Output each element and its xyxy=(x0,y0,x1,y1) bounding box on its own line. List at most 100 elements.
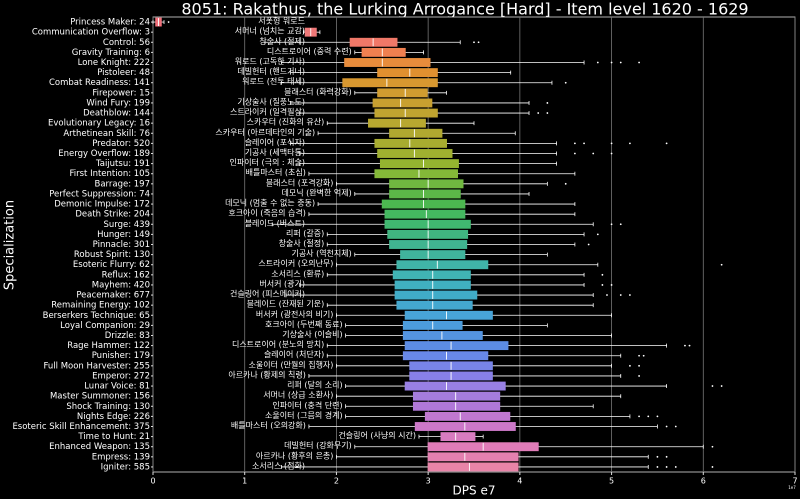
chart-title: 8051: Rakathus, the Lurking Arrogance [H… xyxy=(181,0,748,19)
outlier xyxy=(601,273,604,276)
box xyxy=(372,98,433,108)
box xyxy=(384,219,471,229)
annotation: 버서커 (광전사의 비기) xyxy=(256,309,334,319)
y-tick-label: Enhanced Weapon: 135 xyxy=(49,442,150,452)
outlier xyxy=(638,415,640,418)
annotation: 건슬링어 (사냥의 시간) xyxy=(338,430,416,440)
annotation: 호크아이 (두번째 동료) xyxy=(265,319,343,329)
y-tick-label: Peacemaker: 677 xyxy=(76,291,150,301)
y-tick-label: Firepower: 15 xyxy=(92,88,150,98)
offset-text: 1e7 xyxy=(788,485,796,490)
y-tick-label: Empress: 139 xyxy=(92,452,150,462)
outlier xyxy=(564,81,567,84)
box xyxy=(427,462,519,472)
y-tick-label: Demonic Impulse: 172 xyxy=(54,200,150,210)
outlier xyxy=(638,375,640,377)
box xyxy=(424,411,511,421)
y-tick-label: Robust Spirit: 130 xyxy=(74,250,150,260)
annotation: 기공사 (세맥타통) xyxy=(245,147,305,157)
annotation: 소울이터 (그믐의 경계) xyxy=(265,410,343,420)
annotation: 스카우터 (아르데타인의 기술) xyxy=(215,127,315,137)
outlier xyxy=(610,284,613,286)
y-tick-label: Deathblow: 144 xyxy=(83,109,150,119)
annotation: 리퍼 (갈증) xyxy=(286,229,324,238)
annotation: 블래스터 (포격강화) xyxy=(266,177,334,187)
annotation: 창술사 (절정) xyxy=(279,238,325,248)
y-tick-label: Barrage: 197 xyxy=(94,179,150,189)
outlier xyxy=(601,284,604,286)
x-tick-label: 7 xyxy=(792,477,797,486)
outlier xyxy=(587,243,590,246)
outlier xyxy=(642,354,645,357)
annotation: 서폿형 워로드 xyxy=(258,17,305,26)
outlier xyxy=(573,152,576,155)
annotation: 소울이터 (만월의 집행자) xyxy=(248,359,333,369)
annotation: 건슬링어 (피스메이커) xyxy=(230,289,305,299)
x-tick-label: 1 xyxy=(242,477,247,486)
box xyxy=(379,159,459,169)
y-tick-label: First Intention: 105 xyxy=(69,169,150,179)
outlier xyxy=(610,152,613,155)
outlier xyxy=(656,415,659,418)
outlier xyxy=(596,61,599,64)
box xyxy=(402,351,489,361)
box xyxy=(349,37,398,47)
box xyxy=(412,391,501,401)
outlier xyxy=(583,142,585,145)
outlier xyxy=(720,385,723,387)
outlier xyxy=(711,385,714,387)
x-tick-label: 3 xyxy=(426,477,431,486)
box xyxy=(377,88,428,98)
box xyxy=(344,58,431,67)
outlier xyxy=(638,364,640,367)
y-tick-label: Reflux: 162 xyxy=(102,270,150,280)
box xyxy=(414,422,516,431)
outlier xyxy=(606,294,608,296)
outlier xyxy=(656,466,659,468)
outlier xyxy=(638,61,640,64)
outlier xyxy=(647,415,650,418)
y-tick-label: Predator: 520 xyxy=(92,139,150,149)
box xyxy=(374,108,438,118)
annotation: 버서커 (광기) xyxy=(259,278,305,288)
annotation: 슬레이어 (포식자) xyxy=(245,137,305,147)
outlier xyxy=(619,223,622,226)
box xyxy=(368,118,426,128)
outlier xyxy=(688,344,691,347)
annotation: 리퍼 (달의 소리) xyxy=(287,380,343,390)
annotation: 기상술사 (질풍노도) xyxy=(237,96,305,106)
y-tick-label: Combat Readiness: 141 xyxy=(49,78,150,88)
outlier xyxy=(610,61,613,64)
annotation: 배틀마스터 (오의강화) xyxy=(231,420,306,430)
box xyxy=(361,47,406,57)
outlier xyxy=(592,152,595,155)
y-tick-label: Lone Knight: 222 xyxy=(78,58,150,68)
box xyxy=(404,341,509,351)
y-tick-label: Igniter: 585 xyxy=(101,462,150,472)
outlier xyxy=(610,142,613,145)
x-tick-label: 6 xyxy=(701,477,706,486)
y-tick-label: Wind Fury: 199 xyxy=(86,98,150,108)
box xyxy=(396,260,489,270)
outlier xyxy=(629,294,631,296)
y-tick-label: Pinnacle: 301 xyxy=(93,240,150,250)
box xyxy=(374,138,447,148)
outlier xyxy=(619,61,622,64)
outlier xyxy=(619,294,622,296)
y-tick-label: Gravity Training: 6 xyxy=(72,48,150,58)
y-tick-label: Arthetinean Skill: 76 xyxy=(63,129,150,139)
y-tick-label: Master Summoner: 156 xyxy=(50,392,150,402)
outlier xyxy=(638,354,640,357)
y-tick-label: Loyal Companion: 29 xyxy=(60,321,150,331)
y-axis-label: Specialization xyxy=(3,200,18,290)
outlier xyxy=(665,142,668,145)
annotation: 소서리스 (환류) xyxy=(271,268,324,278)
x-axis-label: DPS e7 xyxy=(453,484,496,498)
annotation: 스카우터 (진화의 유산) xyxy=(247,117,325,127)
outlier xyxy=(665,455,668,458)
y-tick-label: Death Strike: 204 xyxy=(75,210,150,220)
annotation: 인파이터 (충격 단련) xyxy=(272,400,342,410)
annotation: 스트라이커 (일격필살) xyxy=(230,107,305,117)
x-tick-label: 5 xyxy=(609,477,614,486)
